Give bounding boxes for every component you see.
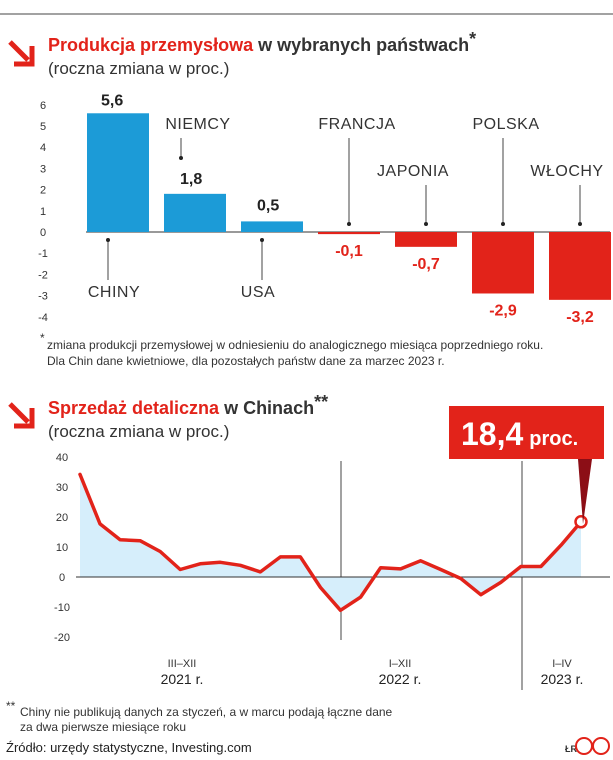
arrow-down-right-icon (8, 40, 35, 67)
y-tick-label: -4 (38, 312, 48, 324)
y-tick-label: 5 (40, 121, 46, 133)
logo-circle-icon (575, 737, 593, 755)
logo: ŁR (565, 737, 610, 755)
y-tick-label: -2 (38, 269, 48, 281)
leader-dot (179, 156, 183, 160)
y-tick-label: 0 (59, 572, 65, 584)
bar (318, 232, 380, 235)
bar-value-label: -3,2 (566, 309, 594, 326)
chart1-title: Produkcja przemysłowa w wybranych państw… (48, 29, 476, 55)
bar-value-label: 1,8 (180, 171, 202, 188)
y-tick-label: 20 (56, 512, 68, 524)
chart2-subtitle: (roczna zmiana w proc.) (48, 422, 229, 441)
category-label: WŁOCHY (530, 163, 603, 180)
category-label: USA (241, 284, 275, 301)
category-label: FRANCJA (318, 116, 395, 133)
chart2-callout: 18,4 proc. (449, 406, 604, 524)
bar-value-label: -2,9 (489, 302, 517, 319)
svg-text:*: * (40, 331, 45, 345)
callout-text: 18,4 proc. (461, 416, 578, 452)
chart1-subtitle: (roczna zmiana w proc.) (48, 59, 229, 78)
chart1-labels: 5,6 CHINY 1,8 NIEMCY 0,5 USA -0,1 FRANCJA -0,7 JA… (88, 92, 603, 326)
category-label: JAPONIA (377, 163, 449, 180)
leader-dot (424, 222, 428, 226)
bar (395, 232, 457, 247)
highlight-marker (574, 515, 588, 529)
area-fill (80, 474, 581, 611)
x-period-months: I–IV (552, 658, 572, 670)
svg-text:za dwa pierwsze miesiące roku: za dwa pierwsze miesiące roku (20, 720, 186, 734)
chart1-bars (87, 113, 611, 300)
svg-text:Dla Chin dane kwietniowe, dla: Dla Chin dane kwietniowe, dla pozostałyc… (47, 354, 445, 368)
chart2-footnote: ** Chiny nie publikują danych za styczeń… (6, 699, 393, 734)
y-tick-label: 40 (56, 452, 68, 464)
y-tick-label: 30 (56, 482, 68, 494)
x-period-months: I–XII (389, 658, 412, 670)
y-tick-label: -3 (38, 291, 48, 303)
bar-value-label: 0,5 (257, 197, 279, 214)
category-label: POLSKA (472, 116, 539, 133)
bar (87, 113, 149, 232)
bar-value-label: 5,6 (101, 92, 123, 109)
y-tick-label: 3 (40, 163, 46, 175)
y-tick-label: 4 (40, 142, 46, 154)
leader-dot (578, 222, 582, 226)
bar (549, 232, 611, 300)
y-tick-label: 10 (56, 542, 68, 554)
y-tick-label: 0 (40, 227, 46, 239)
bar-value-label: -0,7 (412, 256, 440, 273)
x-period-year: 2021 r. (161, 671, 204, 687)
svg-text:zmiana produkcji przemysłowej: zmiana produkcji przemysłowej w odniesie… (47, 338, 543, 352)
category-label: CHINY (88, 284, 140, 301)
svg-text:**: ** (6, 699, 16, 713)
logo-circle-icon (592, 737, 610, 755)
bar (241, 221, 303, 232)
leader-dot (347, 222, 351, 226)
logo-text: ŁR (565, 744, 577, 754)
arrow-down-right-icon (8, 402, 35, 429)
y-tick-label: -20 (54, 632, 70, 644)
callout-pointer (578, 459, 592, 524)
x-period-year: 2023 r. (541, 671, 584, 687)
y-tick-label: 6 (40, 100, 46, 112)
x-period-year: 2022 r. (379, 671, 422, 687)
chart2-line-plot (76, 472, 610, 613)
chart1-footnote: * zmiana produkcji przemysłowej w odnies… (40, 331, 543, 368)
bar (164, 193, 226, 232)
leader-dot (501, 222, 505, 226)
y-tick-label: 2 (40, 185, 46, 197)
x-period-months: III–XII (168, 658, 197, 670)
y-tick-label: -1 (38, 248, 48, 260)
series-line (78, 472, 583, 613)
leader-dot (106, 238, 110, 242)
y-tick-label: -10 (54, 602, 70, 614)
bar (472, 232, 534, 294)
category-label: NIEMCY (165, 116, 230, 133)
bar-value-label: -0,1 (335, 243, 363, 260)
chart2-title: Sprzedaż detaliczna w Chinach** (48, 392, 328, 418)
leader-dot (260, 238, 264, 242)
y-tick-label: 1 (40, 206, 46, 218)
callout-box (449, 406, 604, 459)
source-line: Źródło: urzędy statystyczne, Investing.c… (6, 740, 252, 755)
svg-text:Chiny nie publikują danych za: Chiny nie publikują danych za styczeń, a… (20, 705, 393, 719)
